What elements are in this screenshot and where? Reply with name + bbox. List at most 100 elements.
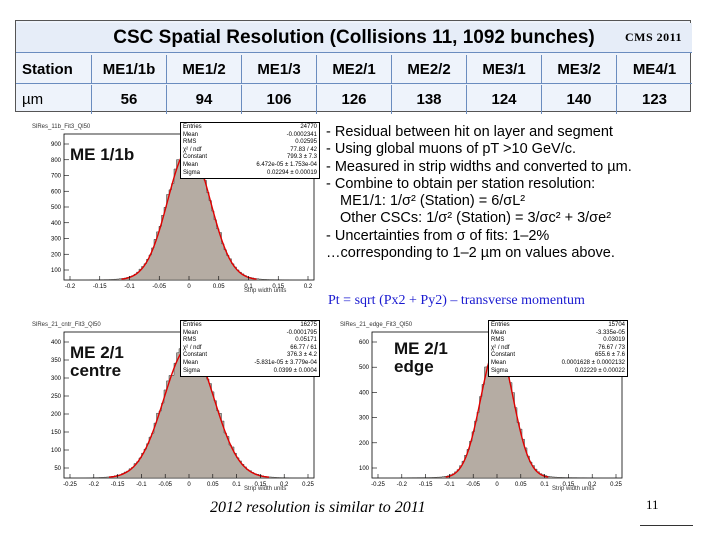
stats-key: Constant — [183, 352, 208, 359]
table-header-row: Station ME1/1b ME1/2 ME1/3 ME2/1 ME2/2 M… — [16, 55, 692, 84]
stats-key: Constant — [491, 352, 516, 359]
x-tick-label: -0.05 — [152, 284, 166, 290]
y-tick-label: 200 — [359, 441, 370, 447]
x-axis-unit: Strip width units — [244, 288, 287, 294]
stats-key: Sigma — [183, 169, 201, 176]
x-tick-label: 0.05 — [213, 284, 225, 290]
histogram-name: SlRes_11b_Fit3_Ql50 — [32, 124, 91, 130]
stats-box: Entries 24770 Mean -0.0002341 RMS 0.02595 χ² /… — [180, 122, 320, 180]
panel-label: ME 2/1 centre — [70, 344, 124, 380]
table-title: CSC Spatial Resolution (Collisions 11, 1… — [16, 23, 692, 53]
resolution-table: CSC Spatial Resolution (Collisions 11, 1… — [15, 20, 692, 114]
stats-value: -0.0002341 — [286, 131, 317, 138]
station-name: ME1/3 — [242, 55, 317, 84]
x-tick-label: 0.1 — [540, 482, 549, 488]
resolution-value: 123 — [641, 91, 668, 108]
stats-row: Sigma 0.02229 ± 0.00022 — [491, 368, 625, 376]
x-tick-label: -0.25 — [63, 482, 77, 488]
bullet-item: - Combine to obtain per station resoluti… — [326, 175, 596, 192]
resolution-value: 94 — [167, 85, 242, 114]
x-tick-label: 0.1 — [232, 482, 241, 488]
stats-row: Constant 655.6 ± 7.6 — [491, 352, 625, 360]
stats-value: -3.335e-05 — [595, 329, 625, 336]
stats-row: χ² / ndf 76.67 / 73 — [491, 345, 625, 353]
station-name: ME4/1 — [632, 61, 677, 78]
panel-label-line: centre — [70, 361, 122, 380]
x-axis-unit: Strip width units — [552, 486, 595, 492]
histogram-me11b: -0.2 -0.15 -0.1 -0.05 0 0.05 0.1 0.15 0.2 900 800 7… — [30, 122, 322, 298]
stats-key: Mean — [491, 329, 507, 336]
stats-value: 66.77 / 61 — [290, 344, 317, 351]
stats-key: RMS — [491, 337, 505, 344]
x-tick-label: 0 — [495, 482, 499, 488]
stats-row: Sigma 0.0399 ± 0.0004 — [183, 368, 317, 376]
unit-label: µm — [16, 85, 92, 114]
y-tick-label: 600 — [359, 340, 370, 346]
y-tick-label: 900 — [51, 142, 62, 148]
pt-definition: Pt = sqrt (Px2 + Py2) – transverse momen… — [328, 293, 585, 308]
station-name: ME3/1 — [467, 55, 542, 84]
x-tick-label: 0.15 — [272, 284, 284, 290]
bullet-item: - Using global muons of pT >10 GeV/c. — [326, 141, 576, 158]
x-tick-label: 0.1 — [244, 284, 253, 290]
stats-row: RMS 0.05171 — [183, 337, 317, 345]
resolution-value: 140 — [542, 85, 617, 114]
x-tick-label: 0.15 — [255, 482, 267, 488]
stats-value: 0.02229 ± 0.00022 — [574, 367, 625, 374]
stats-value: 0.05171 — [295, 337, 317, 344]
stats-row: Mean -0.0001795 — [183, 330, 317, 338]
x-tick-label: -0.1 — [124, 284, 135, 290]
y-tick-label: 800 — [51, 158, 62, 164]
stats-box: Entries 16275 Mean -0.0001795 RMS 0.05171 χ² /… — [180, 320, 320, 378]
bullet-item: …corresponding to 1–2 µm on values above… — [326, 245, 615, 262]
stats-key: RMS — [183, 139, 197, 146]
y-tick-label: 300 — [51, 376, 62, 382]
x-tick-label: 0.25 — [302, 482, 314, 488]
y-tick-label: 300 — [359, 416, 370, 422]
stats-row: Mean 6.472e-05 ± 1.753e-04 — [183, 162, 317, 170]
stats-row: χ² / ndf 66.77 / 61 — [183, 345, 317, 353]
stats-row: RMS 0.03019 — [491, 337, 625, 345]
station-name: ME1/1b — [92, 55, 167, 84]
y-tick-label: 200 — [51, 412, 62, 418]
x-tick-label: -0.25 — [371, 482, 385, 488]
bullet-item: - Residual between hit on layer and segm… — [326, 124, 613, 140]
station-name: ME2/2 — [392, 55, 467, 84]
stats-key: Constant — [183, 154, 208, 161]
y-tick-label: 100 — [51, 448, 62, 454]
x-tick-label: 0.2 — [280, 482, 289, 488]
bullet-item: - Uncertainties from σ of fits: 1–2% — [326, 227, 550, 244]
x-tick-label: 0 — [187, 284, 191, 290]
stats-value: -0.0001795 — [286, 329, 317, 336]
stats-row: Constant 799.3 ± 7.3 — [183, 154, 317, 162]
stats-row: Mean -0.0002341 — [183, 132, 317, 140]
stats-value: 6.472e-05 ± 1.753e-04 — [256, 161, 317, 168]
stats-value: 77.83 / 42 — [290, 146, 317, 153]
bullet-list: - Residual between hit on layer and segm… — [326, 124, 696, 262]
panel-label-line: ME 2/1 — [394, 339, 448, 358]
y-tick-label: 600 — [51, 189, 62, 195]
stats-value: 376.3 ± 4.2 — [287, 352, 317, 359]
stats-row: Mean 0.0001628 ± 0.0002132 — [491, 360, 625, 368]
station-header: Station — [16, 55, 92, 84]
slide-number-rule — [640, 525, 693, 526]
stats-key: χ² / ndf — [183, 146, 202, 153]
x-tick-label: -0.15 — [93, 284, 107, 290]
x-tick-label: -0.15 — [419, 482, 433, 488]
panel-label-line: ME 1/1b — [70, 145, 135, 164]
stats-key: Entries — [183, 322, 202, 328]
stats-value: 0.02294 ± 0.00019 — [266, 169, 317, 176]
stats-key: Sigma — [491, 367, 509, 374]
y-tick-label: 400 — [51, 221, 62, 227]
x-tick-label: 0.05 — [515, 482, 527, 488]
x-tick-label: 0.25 — [610, 482, 622, 488]
station-name: ME3/2 — [542, 55, 617, 84]
stats-value: 76.67 / 73 — [598, 344, 625, 351]
cms-logo: CMS 2011 — [624, 30, 682, 44]
x-tick-label: 0.2 — [588, 482, 597, 488]
y-tick-label: 100 — [359, 466, 370, 472]
histogram-me21-centre: -0.25 -0.2 -0.15 -0.1 -0.05 0 0.05 0.1 0.15 0.2 0.… — [30, 320, 322, 496]
x-tick-label: -0.05 — [158, 482, 172, 488]
panel-label: ME 2/1 edge — [394, 340, 448, 376]
y-tick-label: 300 — [51, 237, 62, 243]
